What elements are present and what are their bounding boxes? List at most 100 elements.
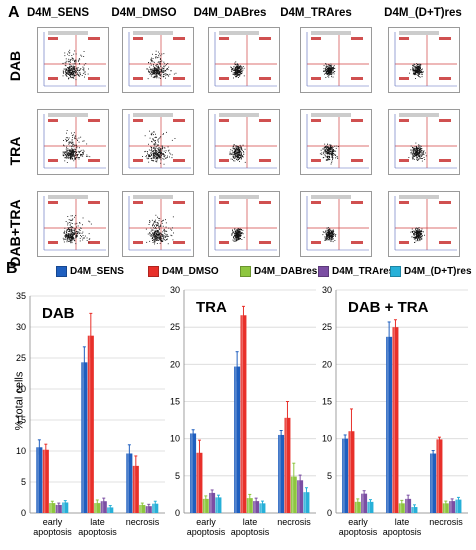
event-dot — [232, 229, 233, 231]
event-dot — [153, 64, 154, 66]
event-dot — [408, 157, 410, 158]
event-dot — [161, 67, 163, 69]
event-dot — [417, 71, 418, 73]
event-dot — [83, 140, 85, 142]
event-dot — [166, 68, 168, 70]
event-dot — [331, 154, 333, 156]
event-dot — [239, 67, 240, 69]
event-dot — [232, 156, 234, 158]
event-dot — [322, 231, 324, 233]
event-dot — [328, 153, 330, 155]
event-dot — [171, 229, 173, 231]
event-dot — [239, 233, 241, 235]
event-dot — [328, 229, 330, 231]
event-dot — [239, 153, 241, 155]
event-dot — [158, 225, 160, 227]
event-dot — [240, 68, 242, 69]
event-dot — [156, 66, 158, 68]
event-dot — [70, 222, 72, 224]
event-dot — [73, 234, 75, 235]
event-dot — [73, 228, 75, 230]
event-dot — [413, 155, 415, 156]
event-dot — [234, 232, 236, 234]
event-dot — [419, 147, 421, 148]
event-dot — [327, 72, 329, 74]
event-dot — [241, 149, 243, 151]
event-dot — [149, 73, 151, 75]
y-tick-label: 0 — [327, 508, 332, 518]
event-dot — [334, 71, 336, 72]
event-dot — [63, 140, 64, 141]
bar-highlight — [406, 498, 408, 513]
event-dot — [331, 153, 332, 155]
event-dot — [74, 75, 75, 77]
event-dot — [334, 150, 336, 152]
event-dot — [420, 67, 421, 69]
bar — [361, 493, 368, 513]
event-dot — [172, 216, 174, 218]
flow-row-header: DAB — [7, 50, 23, 82]
event-dot — [329, 231, 331, 233]
event-dot — [239, 231, 241, 232]
event-dot — [88, 238, 90, 240]
event-dot — [238, 158, 240, 160]
event-dot — [170, 234, 172, 236]
event-dot — [327, 237, 329, 239]
event-dot — [66, 154, 68, 156]
event-dot — [329, 69, 331, 71]
event-dot — [325, 149, 327, 151]
event-dot — [327, 152, 329, 154]
event-dot — [162, 231, 164, 233]
event-dot — [421, 235, 423, 237]
flow-scatter — [43, 113, 106, 169]
event-dot — [411, 236, 413, 238]
event-dot — [424, 152, 426, 154]
event-dot — [417, 231, 418, 233]
event-dot — [72, 158, 74, 160]
event-dot — [153, 155, 155, 157]
event-dot — [328, 232, 330, 234]
event-dot — [170, 228, 172, 230]
event-dot — [66, 73, 68, 75]
event-dot — [328, 64, 330, 66]
event-dot — [147, 154, 149, 156]
event-dot — [73, 238, 75, 240]
event-dot — [152, 242, 154, 243]
event-dot — [159, 53, 160, 55]
event-dot — [72, 155, 74, 157]
event-dot — [410, 145, 412, 147]
event-dot — [62, 71, 64, 73]
event-dot — [235, 146, 237, 148]
event-dot — [161, 69, 162, 71]
event-dot — [168, 75, 170, 77]
event-dot — [66, 76, 68, 77]
event-dot — [165, 77, 166, 79]
event-dot — [157, 235, 159, 237]
event-dot — [333, 149, 334, 150]
event-dot — [76, 157, 78, 158]
event-dot — [238, 235, 240, 237]
event-dot — [69, 153, 71, 155]
event-dot — [156, 69, 158, 70]
event-dot — [157, 139, 159, 141]
event-dot — [327, 70, 328, 72]
event-dot — [70, 156, 72, 158]
legend-swatch — [318, 266, 329, 277]
gate-label-mark — [219, 77, 229, 80]
event-dot — [160, 69, 162, 70]
event-dot — [155, 69, 157, 71]
event-dot — [157, 65, 159, 67]
event-dot — [71, 132, 72, 134]
event-dot — [418, 234, 419, 236]
event-dot — [328, 235, 329, 237]
event-dot — [71, 151, 73, 152]
event-dot — [413, 148, 415, 149]
event-dot — [74, 240, 76, 242]
event-dot — [413, 63, 415, 65]
event-dot — [152, 236, 153, 238]
flow-plot — [208, 27, 280, 93]
event-dot — [331, 231, 333, 232]
event-dot — [419, 149, 421, 151]
event-dot — [79, 63, 80, 64]
event-dot — [72, 155, 73, 157]
